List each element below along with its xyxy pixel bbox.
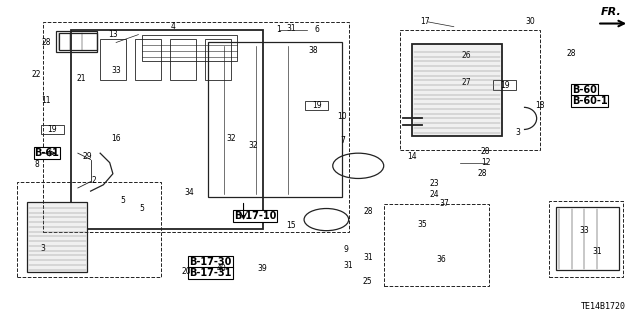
Bar bbox=[59, 33, 97, 50]
Text: 9: 9 bbox=[343, 245, 348, 254]
Text: 33: 33 bbox=[111, 66, 121, 76]
Bar bbox=[27, 202, 88, 272]
Bar bbox=[549, 201, 623, 277]
Text: 31: 31 bbox=[363, 253, 372, 262]
Text: 22: 22 bbox=[32, 70, 41, 78]
Text: 39: 39 bbox=[258, 264, 268, 273]
Text: 36: 36 bbox=[436, 255, 446, 263]
Text: 31: 31 bbox=[344, 261, 353, 270]
Text: B-17-10: B-17-10 bbox=[234, 211, 276, 221]
Text: 28: 28 bbox=[363, 207, 372, 216]
Text: 25: 25 bbox=[363, 277, 372, 286]
Text: 37: 37 bbox=[440, 199, 449, 208]
Text: 28: 28 bbox=[567, 49, 577, 58]
Text: 27: 27 bbox=[461, 78, 472, 86]
Text: 17: 17 bbox=[420, 18, 430, 26]
Text: 32: 32 bbox=[226, 134, 236, 144]
Text: 15: 15 bbox=[287, 221, 296, 230]
Text: 13: 13 bbox=[108, 30, 118, 39]
Bar bbox=[399, 30, 540, 150]
Text: 8: 8 bbox=[34, 160, 39, 169]
Bar bbox=[205, 39, 231, 80]
Text: 16: 16 bbox=[111, 134, 121, 144]
Bar bbox=[493, 80, 516, 90]
Text: 10: 10 bbox=[337, 112, 347, 121]
Bar bbox=[41, 125, 64, 134]
Text: 6: 6 bbox=[314, 25, 319, 34]
Text: B-17-31: B-17-31 bbox=[189, 268, 232, 278]
Text: 32: 32 bbox=[248, 141, 258, 150]
Bar bbox=[135, 39, 161, 80]
Text: 14: 14 bbox=[408, 152, 417, 161]
Text: 28: 28 bbox=[41, 38, 51, 47]
Text: 5: 5 bbox=[120, 196, 125, 205]
Bar bbox=[170, 39, 196, 80]
Text: B-61: B-61 bbox=[35, 148, 60, 158]
Bar bbox=[100, 39, 125, 80]
Text: 3: 3 bbox=[40, 243, 45, 253]
Text: 28: 28 bbox=[477, 169, 487, 178]
Text: 24: 24 bbox=[430, 190, 440, 199]
Text: 28: 28 bbox=[481, 147, 490, 156]
Text: 21: 21 bbox=[76, 74, 86, 83]
Text: B-60: B-60 bbox=[572, 85, 596, 95]
Bar bbox=[141, 34, 237, 62]
Bar bbox=[72, 30, 262, 229]
Text: FR.: FR. bbox=[600, 7, 621, 18]
Text: B-17-30: B-17-30 bbox=[189, 257, 232, 267]
Text: 19: 19 bbox=[312, 101, 322, 110]
Text: 20: 20 bbox=[181, 267, 191, 276]
Bar bbox=[556, 207, 620, 270]
Text: 23: 23 bbox=[430, 179, 440, 188]
Text: B-60-1: B-60-1 bbox=[572, 96, 607, 106]
Bar bbox=[305, 101, 328, 110]
Text: 29: 29 bbox=[83, 152, 92, 161]
Text: 2: 2 bbox=[92, 175, 96, 185]
Text: 40: 40 bbox=[216, 264, 226, 273]
Text: 7: 7 bbox=[340, 136, 345, 145]
Text: 19: 19 bbox=[500, 81, 509, 90]
Text: 12: 12 bbox=[481, 158, 490, 167]
Text: 1: 1 bbox=[276, 25, 281, 34]
Text: 19: 19 bbox=[47, 125, 57, 134]
Text: 33: 33 bbox=[580, 226, 589, 235]
Text: TE14B1720: TE14B1720 bbox=[581, 302, 626, 311]
Text: 4: 4 bbox=[171, 22, 176, 31]
Bar bbox=[17, 182, 161, 277]
Bar bbox=[209, 42, 342, 197]
Text: 38: 38 bbox=[309, 46, 319, 55]
Text: 5: 5 bbox=[139, 204, 144, 213]
Text: 26: 26 bbox=[461, 51, 472, 60]
Text: 31: 31 bbox=[287, 24, 296, 33]
Text: 31: 31 bbox=[593, 247, 602, 256]
Bar bbox=[384, 204, 489, 286]
Text: 30: 30 bbox=[525, 18, 535, 26]
Bar bbox=[412, 44, 502, 136]
Bar bbox=[56, 32, 97, 52]
Bar bbox=[43, 22, 349, 232]
Text: 35: 35 bbox=[417, 220, 427, 229]
Text: 34: 34 bbox=[184, 188, 195, 197]
Text: 11: 11 bbox=[41, 97, 51, 106]
Text: 3: 3 bbox=[515, 128, 520, 137]
Text: 18: 18 bbox=[535, 101, 545, 110]
